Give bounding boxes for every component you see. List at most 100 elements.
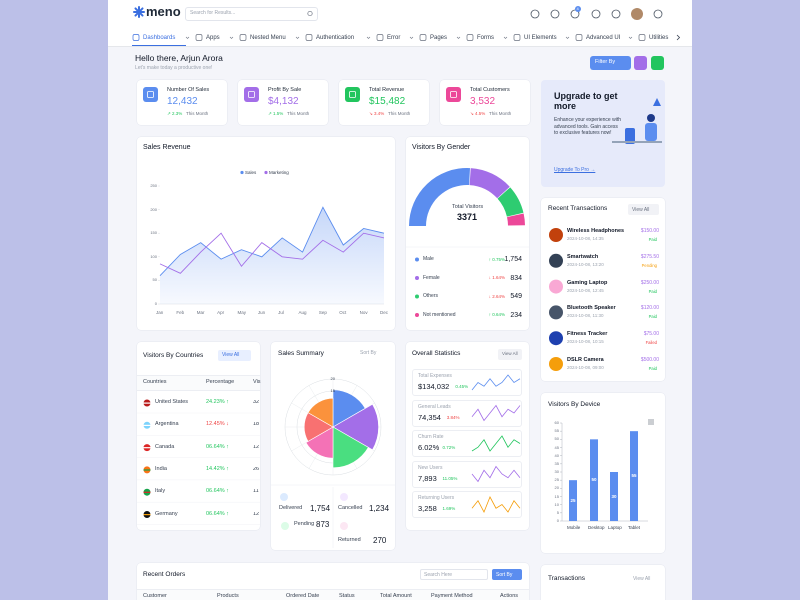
stat-icon: [281, 522, 289, 530]
stat-glyph: [147, 91, 154, 98]
sparkline: [471, 404, 521, 422]
summary-value: 1,234: [369, 503, 390, 513]
view-all[interactable]: View All: [222, 352, 240, 358]
nav-item[interactable]: Forms: [477, 35, 494, 41]
avatar: [549, 305, 563, 320]
view-all-btn[interactable]: [628, 204, 659, 215]
legend-label: Marketing: [269, 169, 289, 175]
chevron: [503, 36, 508, 39]
nav-icon: [575, 34, 583, 41]
x-tick-label: Feb: [176, 310, 185, 315]
view-all[interactable]: View All: [502, 351, 518, 356]
filter-label[interactable]: Filter By: [595, 59, 616, 65]
stat-icon: [143, 87, 158, 102]
y-tick-label: 10: [554, 501, 559, 507]
cell: 11: [253, 489, 259, 495]
center-total: 3371: [457, 212, 478, 222]
nav-item[interactable]: Apps: [206, 35, 220, 41]
y-tick-label: 0: [154, 301, 157, 306]
stat-row: [412, 399, 522, 427]
cell: 32: [253, 400, 260, 405]
upgrade-card: [541, 80, 665, 187]
stat-icon: [345, 87, 360, 102]
flag-band: [143, 424, 151, 426]
countries-card: [137, 342, 260, 530]
illustration: [647, 114, 655, 122]
search-orders: [420, 569, 488, 580]
sort-label[interactable]: Sort By: [496, 571, 513, 578]
cell: 06.64% ↑: [206, 443, 229, 450]
item-amount: $275.50: [640, 253, 659, 260]
y-tick-label: 5: [556, 509, 559, 515]
card-title: Visitors By Device: [548, 401, 601, 408]
nav-item[interactable]: Pages: [430, 35, 448, 41]
stat-label: Number Of Sales: [167, 87, 210, 93]
card-title: Recent Transactions: [548, 205, 608, 212]
legend-dot: [415, 313, 419, 317]
stat-change: ↘ 3.4%: [369, 111, 385, 116]
nav-icon: [132, 34, 140, 41]
sort-button[interactable]: [492, 569, 522, 580]
item-name: Bluetooth Speaker: [567, 305, 616, 312]
stat-row: [412, 491, 522, 518]
stat-label: New Users: [418, 464, 443, 471]
sort-by[interactable]: Sort By: [360, 350, 377, 356]
chevron: [456, 36, 461, 39]
nav-item[interactable]: Nested Menu: [250, 35, 286, 41]
nav-icon: [305, 34, 313, 41]
greeting-title: Hello there, Arjun Arora: [135, 53, 223, 63]
add-button[interactable]: [651, 56, 664, 70]
cell: Italy: [155, 488, 166, 495]
nav-icon: [195, 34, 203, 41]
header-icon: [550, 9, 560, 19]
item-amount: $250.00: [640, 279, 659, 286]
area: [160, 207, 384, 304]
header-icon: [570, 9, 580, 19]
bar-label: 55: [631, 473, 637, 479]
legend-label: Sales: [245, 169, 257, 175]
cell: India: [155, 465, 167, 472]
item-time: 2024-10-08, 10:15: [567, 339, 604, 345]
view-all[interactable]: View All: [633, 576, 651, 582]
stat-label: Total Revenue: [369, 87, 405, 93]
stat-change: ↗ 1.5%: [268, 111, 284, 116]
x-tick-label: Desktop: [588, 525, 605, 530]
column-header: Customer: [143, 593, 167, 599]
nav-item[interactable]: Dashboards: [143, 35, 176, 41]
cell: 06.64% ↑: [206, 488, 229, 495]
y-tick-label: 20: [554, 485, 559, 491]
flag-band: [143, 447, 151, 449]
nav-item[interactable]: Utilities: [649, 35, 669, 41]
stat-icon: [244, 87, 259, 102]
item-amount: $500.00: [640, 357, 659, 363]
y-tick-label: 60: [554, 420, 559, 425]
nav-icon: [466, 34, 474, 41]
stat-period: This Month: [489, 111, 512, 116]
bar: [590, 439, 598, 521]
avatar: [549, 228, 563, 242]
card-title: Visitors By Gender: [412, 144, 471, 151]
upgrade-link[interactable]: Upgrade To Pro →: [554, 167, 596, 173]
filter-button[interactable]: [590, 56, 631, 70]
y-tick-label: 50: [554, 436, 559, 442]
item-status: Pending: [641, 262, 657, 268]
nav-item[interactable]: Error: [387, 35, 401, 41]
search-placeholder: Search for Results...: [190, 10, 236, 16]
cell: 24.23% ↑: [206, 399, 229, 405]
nav-item[interactable]: Advanced UI: [586, 35, 621, 41]
donut-segment: [507, 213, 525, 226]
view-all-btn[interactable]: [218, 350, 251, 361]
view-all[interactable]: View All: [632, 206, 650, 213]
nav-item[interactable]: UI Elements: [524, 35, 557, 41]
column-header: Percentage: [206, 379, 235, 385]
stat-change: 3.84%: [446, 414, 460, 420]
view-all-btn[interactable]: [498, 349, 522, 360]
stat-row: [412, 369, 522, 396]
download-button[interactable]: [634, 56, 647, 70]
legend-value: 234: [510, 311, 522, 319]
nav-item[interactable]: Authentication: [316, 35, 355, 41]
cell: 06.64% ↑: [206, 510, 229, 517]
column-header: Actions: [500, 593, 519, 599]
card-title: Overall Statistics: [412, 350, 461, 357]
legend-value: 549: [510, 293, 522, 300]
